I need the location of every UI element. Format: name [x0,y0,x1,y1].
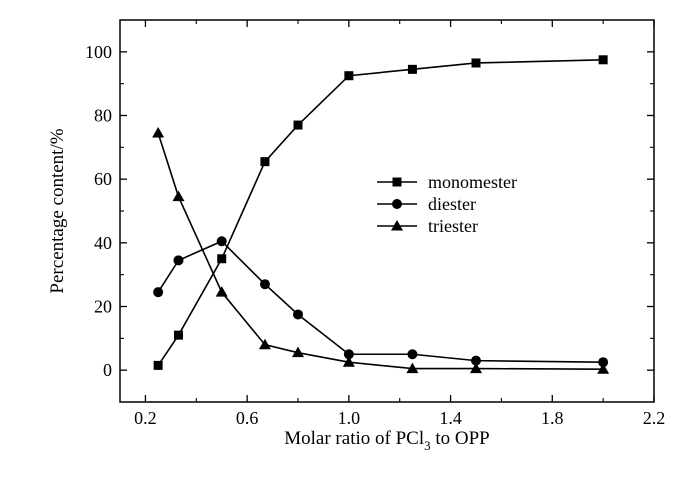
x-axis-label-main: Molar ratio of PCl [284,428,424,449]
y-tick-label: 100 [85,42,112,62]
data-point-diester [216,236,227,247]
y-tick-label: 80 [94,106,112,126]
data-point-monomester [153,360,163,370]
data-point-diester [407,349,418,360]
axis-ticks [120,20,655,402]
y-tick-label: 60 [94,169,112,189]
data-point-triester [470,362,482,374]
data-point-monomester [344,71,354,81]
data-point-monomester [598,55,608,65]
x-tick-label: 0.6 [236,408,259,428]
legend-marker-monomester [392,177,402,187]
data-point-diester [173,255,184,266]
x-axis-label-subscript: 3 [424,438,431,453]
legend-label-diester: diester [428,194,476,214]
x-tick-label: 1.0 [338,408,361,428]
x-axis-label: Molar ratio of PCl3 to OPP [284,428,490,453]
series-lines [157,58,604,371]
x-tick-label: 2.2 [643,408,666,428]
plot-frame [119,19,655,403]
data-point-monomester [293,120,303,130]
legend-label-triester: triester [428,216,478,236]
data-point-diester [153,287,164,298]
data-point-monomester [217,254,227,264]
legend-label-monomester: monomester [428,172,517,192]
legend-marker-diester [392,199,402,209]
x-tick-label: 0.2 [134,408,157,428]
y-tick-label: 0 [103,360,112,380]
x-tick-label: 1.8 [541,408,564,428]
data-point-triester [406,362,419,374]
data-point-diester [471,355,481,366]
data-point-triester [292,346,304,358]
data-point-monomester [260,157,270,167]
data-point-triester [172,190,185,202]
data-point-triester [215,286,228,297]
data-point-triester [342,356,355,367]
data-point-triester [152,127,165,138]
data-point-diester [293,309,303,320]
series-line-monomester [157,58,604,366]
data-point-diester [259,279,270,290]
data-point-monomester [173,330,183,340]
data-point-diester [343,349,354,360]
y-tick-label: 40 [94,233,112,253]
y-tick-label: 20 [94,297,112,317]
series-markers [152,55,610,374]
x-tick-label: 1.4 [439,408,462,428]
y-axis-label: Percentage content/% [47,128,68,293]
data-point-triester [258,338,271,350]
legend-marker-triester [391,220,403,231]
tick-labels: 0.2 0.6 1.0 1.4 1.8 2.2 0 20 40 60 80 100 [85,42,665,428]
data-point-diester [598,357,609,368]
x-axis-label-suffix: to OPP [431,428,490,449]
data-point-monomester [471,58,481,68]
data-point-triester [597,363,610,374]
data-point-monomester [407,64,417,74]
